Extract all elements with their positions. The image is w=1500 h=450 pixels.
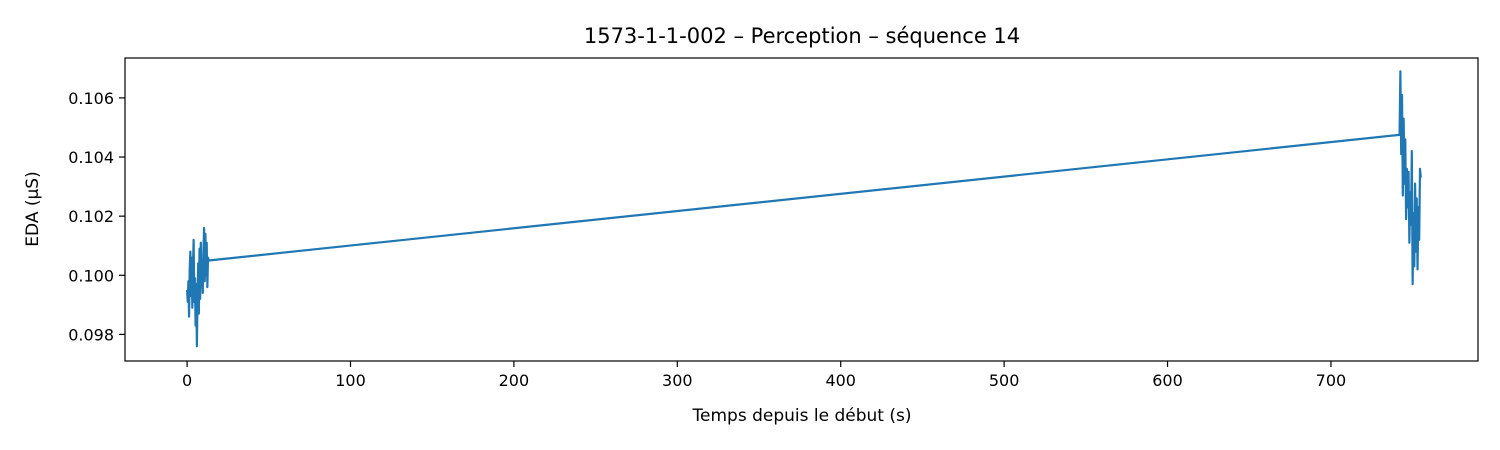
x-tick-label: 700 (1316, 371, 1347, 390)
x-tick-label: 600 (1152, 371, 1183, 390)
series-line-0 (185, 70, 1422, 348)
y-tick-label: 0.106 (68, 89, 114, 108)
x-tick-label: 0 (182, 371, 192, 390)
y-axis-label: EDA (µS) (23, 171, 43, 246)
x-tick-label: 400 (825, 371, 856, 390)
x-tick-label: 300 (662, 371, 693, 390)
plot-frame (124, 57, 1479, 362)
x-axis-label: Temps depuis le début (s) (692, 406, 912, 426)
y-tick-label: 0.104 (68, 148, 114, 167)
y-tick-label: 0.100 (68, 266, 114, 285)
y-tick-label: 0.098 (68, 325, 114, 344)
x-tick-label: 200 (499, 371, 530, 390)
x-tick-label: 500 (989, 371, 1020, 390)
chart-title: 1573-1-1-002 – Perception – séquence 14 (584, 24, 1020, 48)
y-tick-label: 0.102 (68, 207, 114, 226)
x-tick-label: 100 (335, 371, 366, 390)
